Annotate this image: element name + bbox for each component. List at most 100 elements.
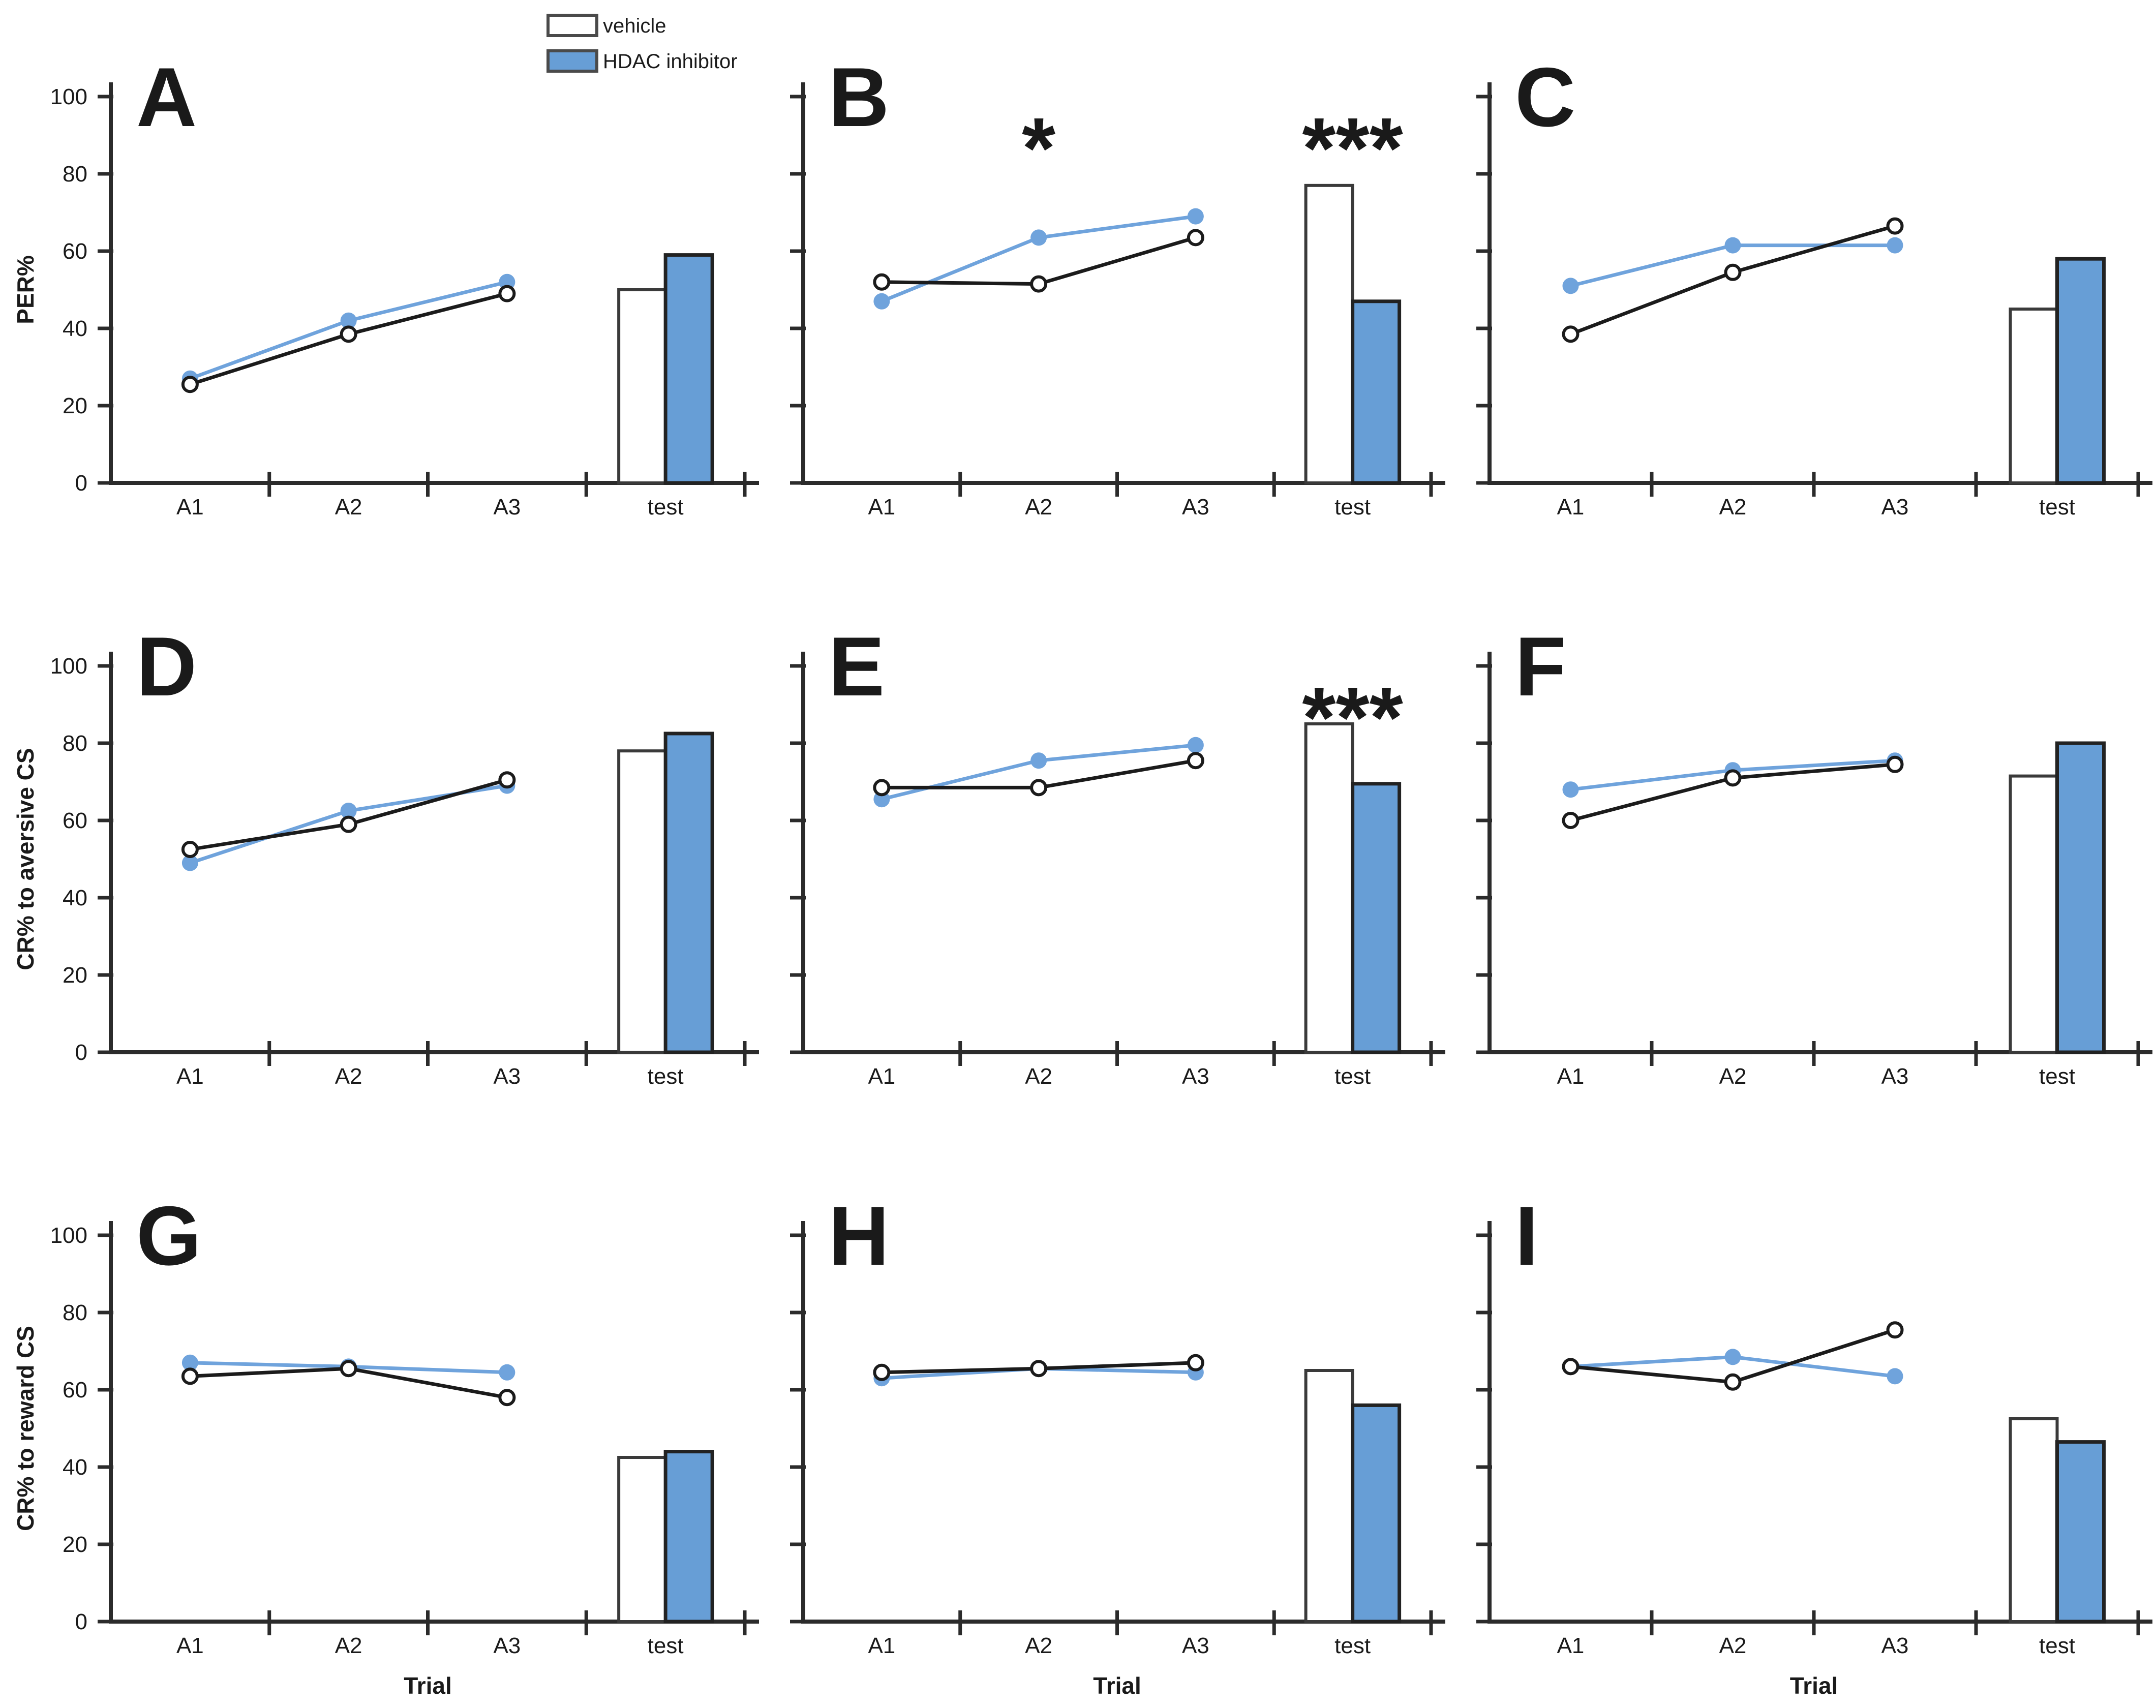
vehicle-marker-A1 (181, 841, 199, 858)
vehicle-marker-A2 (1724, 263, 1742, 281)
x-label-A3: A3 (1881, 1633, 1909, 1658)
x-label-A3: A3 (1182, 1064, 1209, 1089)
hdac-inhibitor-bar (663, 1450, 714, 1624)
vehicle-marker-A3 (498, 285, 516, 302)
y-axis-title: CR% to aversive CS (12, 748, 39, 970)
panel-G-chart: 0 20 40 60 80 100 A1 A2 A3 test Trial CR% to reward… (12, 1189, 759, 1699)
y-axis-title: PER% (12, 255, 39, 324)
vehicle-marker-A3 (1886, 217, 1904, 235)
hdac-inhibitor-bar (1351, 299, 1402, 485)
vehicle-bar (2009, 1417, 2059, 1623)
panel-letter: C (1515, 50, 1575, 144)
x-axis-title: Trial (1093, 1672, 1141, 1699)
x-label-A2: A2 (1025, 1064, 1052, 1089)
panel-F-chart: A1 A2 A3 test F (1476, 620, 2152, 1089)
vehicle-bar (1304, 722, 1354, 1054)
y-tick-label: 60 (63, 808, 87, 833)
vehicle-bar (617, 749, 667, 1054)
panel-i: A1 A2 A3 test Trial I (1449, 1139, 2156, 1708)
vehicle-bar (2009, 774, 2059, 1054)
y-tick-label: 40 (63, 886, 87, 910)
vehicle-marker-A3 (1886, 1321, 1904, 1339)
panel-letter: F (1515, 620, 1566, 713)
hdac-inhibitor-marker-A2 (340, 312, 357, 329)
legend-label-vehicle: vehicle (603, 15, 666, 37)
panel-b: A1 A2 A3 test * *** B (763, 0, 1449, 569)
vehicle-bar (2009, 308, 2059, 484)
vehicle-marker-A2 (1030, 1360, 1048, 1378)
vehicle-bar (1304, 184, 1354, 484)
vehicle-marker-A2 (1030, 275, 1048, 293)
vehicle-marker-A3 (1187, 229, 1204, 247)
x-label-test: test (2039, 1633, 2075, 1658)
panel-h: A1 A2 A3 test Trial H (763, 1139, 1449, 1708)
panel-I-chart: A1 A2 A3 test Trial I (1476, 1189, 2152, 1699)
x-label-A2: A2 (1719, 1064, 1747, 1089)
y-axis-title: CR% to reward CS (12, 1326, 39, 1531)
panel-letter: G (136, 1189, 201, 1283)
vehicle-marker-A2 (340, 815, 357, 833)
hdac-inhibitor-marker-A1 (181, 1354, 198, 1371)
x-label-test: test (1334, 495, 1371, 520)
vehicle-marker-A1 (181, 376, 199, 393)
x-label-A2: A2 (1719, 495, 1747, 520)
x-label-A2: A2 (335, 495, 362, 520)
x-label-test: test (2039, 495, 2075, 520)
vehicle-marker-A2 (1724, 1373, 1742, 1391)
hdac-inhibitor-marker-A2 (1724, 1349, 1741, 1365)
x-label-A3: A3 (493, 1064, 521, 1089)
panel-g: 0 20 40 60 80 100 A1 A2 A3 test Trial CR% to reward… (0, 1139, 763, 1708)
y-tick-label: 20 (63, 393, 87, 418)
vehicle-marker-A1 (1562, 325, 1580, 343)
vehicle-marker-A1 (873, 1363, 891, 1381)
y-tick-label: 80 (63, 1300, 87, 1325)
y-tick-label: 20 (63, 963, 87, 988)
panel-c: A1 A2 A3 test C (1449, 0, 2156, 569)
hdac-inhibitor-marker-A1 (1562, 278, 1579, 294)
hdac-inhibitor-bar (663, 731, 714, 1054)
panel-letter: A (136, 50, 197, 144)
panel-letter: E (829, 620, 885, 713)
x-label-A1: A1 (176, 495, 204, 520)
x-label-A2: A2 (335, 1064, 362, 1089)
x-label-A1: A1 (868, 495, 895, 520)
panel-B-chart: A1 A2 A3 test* ***B (790, 50, 1445, 520)
x-label-test: test (1334, 1064, 1371, 1089)
x-label-A3: A3 (1881, 1064, 1909, 1089)
y-tick-label: 60 (63, 1378, 87, 1402)
significance-annotation: * (1022, 100, 1055, 197)
hdac-inhibitor-marker-A3 (1887, 1368, 1903, 1385)
x-label-A1: A1 (868, 1633, 895, 1658)
hdac-inhibitor-marker-A3 (499, 1364, 515, 1381)
panel-letter: B (829, 50, 889, 144)
y-tick-label: 80 (63, 731, 87, 756)
hdac-inhibitor-bar (1351, 1403, 1402, 1624)
panel-E-chart: A1 A2 A3 test *** E (790, 620, 1445, 1089)
x-label-A1: A1 (868, 1064, 895, 1089)
panel-D-chart: 0 20 40 60 80 100 A1 A2 A3 test CR% to aversive CS… (12, 620, 759, 1089)
x-label-test: test (648, 1633, 684, 1658)
hdac-inhibitor-bar (2055, 1440, 2106, 1624)
significance-annotation: *** (1302, 100, 1403, 197)
panel-e: A1 A2 A3 test *** E (763, 569, 1449, 1139)
vehicle-marker-A1 (1562, 1358, 1580, 1376)
vehicle-marker-A2 (1724, 769, 1742, 787)
hdac-inhibitor-marker-A2 (1724, 237, 1741, 254)
vehicle-marker-A2 (1030, 779, 1048, 797)
y-tick-label: 40 (63, 316, 87, 341)
x-label-A3: A3 (493, 495, 521, 520)
hdac-inhibitor-marker-A2 (1030, 229, 1047, 246)
y-tick-label: 100 (50, 84, 87, 109)
vehicle-marker-A3 (1187, 752, 1204, 770)
y-tick-label: 0 (75, 471, 87, 496)
x-label-A3: A3 (1881, 495, 1909, 520)
vehicle-marker-A3 (498, 771, 516, 789)
hdac-inhibitor-marker-A1 (873, 293, 890, 310)
hdac-inhibitor-marker-A1 (181, 855, 198, 871)
x-label-A2: A2 (1719, 1633, 1747, 1658)
significance-annotation: *** (1302, 669, 1403, 766)
hdac-inhibitor-marker-A2 (1030, 752, 1047, 769)
y-tick-label: 0 (75, 1040, 87, 1065)
x-label-A3: A3 (1182, 1633, 1209, 1658)
vehicle-marker-A2 (340, 325, 357, 343)
